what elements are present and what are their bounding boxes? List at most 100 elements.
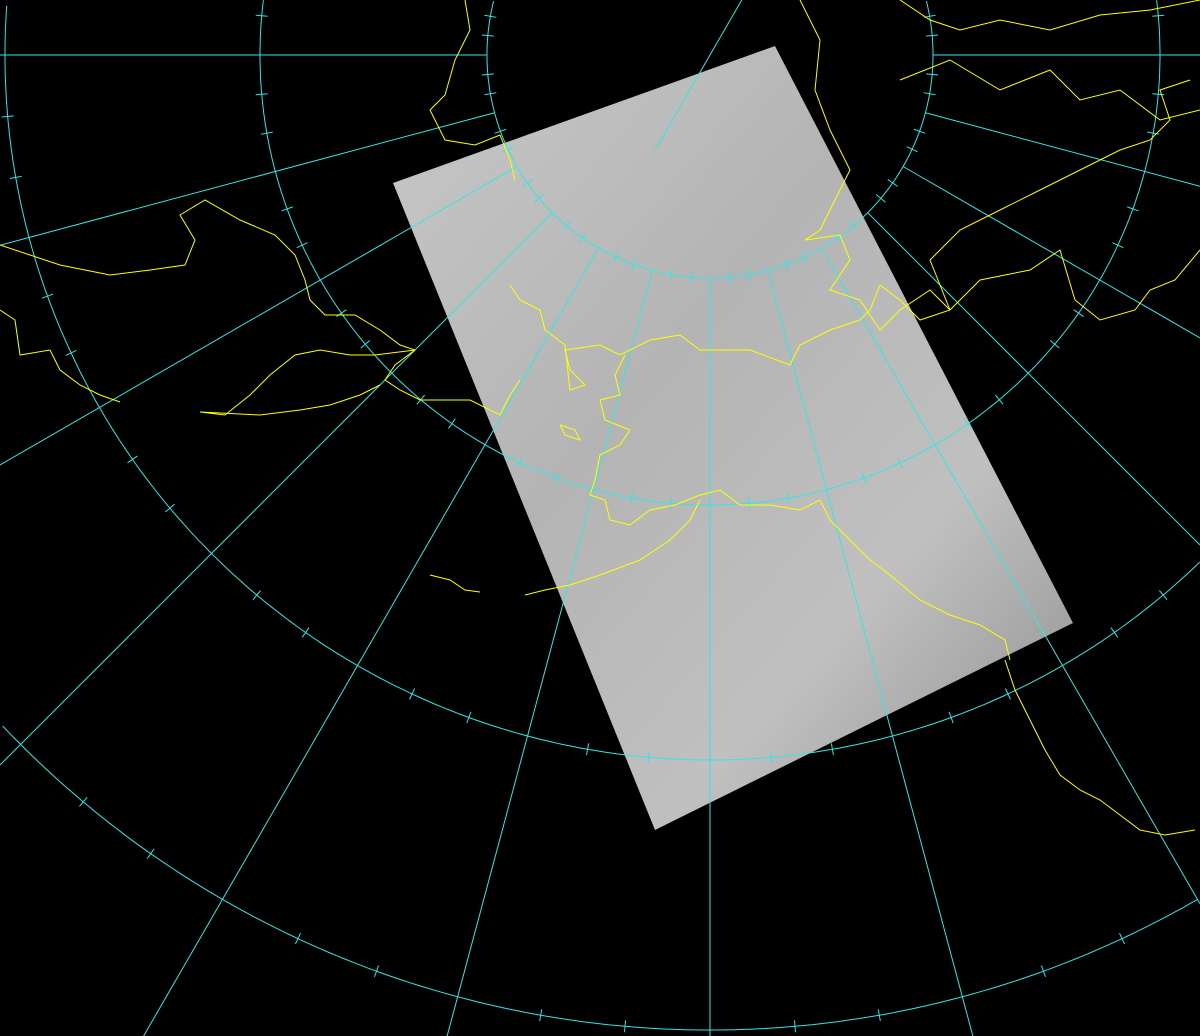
graticule-tick [41,293,54,299]
graticule-tick [294,933,301,945]
graticule-tick [374,965,380,978]
graticule-tick [466,711,472,724]
graticule-tick [146,848,155,859]
coastline-greenland-fragment [899,0,1200,31]
graticule-tick [1127,206,1139,212]
graticule-tick [534,194,545,203]
graticule-tick [502,146,514,153]
graticule-tick [252,590,262,600]
meridian-line [767,270,974,1036]
graticule-tick [1,115,14,118]
meridian-line [821,247,1200,904]
coastline-siberia [0,199,521,416]
graticule-tick [834,232,842,243]
graticule-tick [360,340,371,349]
coastline-canada-mainland [879,249,1200,321]
meridian-line [0,166,518,466]
graticule-tick [624,1020,627,1033]
coastline-chukotka [199,349,416,416]
graticule-tick [897,457,904,469]
graticule-tick [553,472,559,484]
meridian-line [867,212,1200,546]
graticule-tick [964,418,972,429]
graticule-tick [1152,93,1165,96]
graticule-tick [647,751,650,764]
coastline-kamchatka [0,309,121,403]
graticule-tick [669,497,672,510]
graticule-tick [801,251,808,263]
coastline-alaska-peninsula [524,499,701,596]
graticule-tick [578,232,586,243]
coastline-alaska-west [589,354,1011,661]
graticule-tick [1112,242,1124,249]
coastline-st-lawrence [559,424,581,441]
graticule-tick [612,251,619,263]
latitude-circle [710,0,934,279]
coastline-siberia-north [429,0,516,181]
latitude-circle [259,0,710,506]
graticule-tick [786,492,790,505]
meridian-line [902,166,1200,339]
graticule-tick [906,146,918,153]
graticule-tick [127,455,138,464]
coastline-alaska-north [509,284,881,391]
graticule-tick [301,627,310,638]
meridian-line-polar [654,0,743,151]
latitude-circle [710,561,1200,761]
graticule-tick [926,73,939,76]
graticule-tick [448,418,456,429]
graticule-tick [539,1009,543,1022]
coastline-islands [899,59,1200,121]
graticule-tick [783,258,789,271]
graticule-tick [255,14,268,17]
graticule-tick [260,131,273,135]
graticule-tick [1158,590,1168,600]
coastline-aleutians [429,574,481,593]
graticule-tick [926,34,939,37]
meridian-line [143,247,599,1036]
graticule-tick [669,268,673,281]
graticule-tick [1147,131,1160,135]
latitude-circle [486,0,710,279]
graticule-tick [689,271,692,284]
graticule-tick [562,220,571,231]
graticule-tick [948,711,954,724]
graticule-tick [481,34,494,37]
meridian-line [925,112,1200,187]
graticule-tick [1110,627,1119,638]
latitude-circle [710,0,1161,506]
graticule-tick [296,242,308,249]
graticule-tick [875,194,886,203]
graticule-tick [1152,14,1165,17]
graticule-tick [1040,965,1046,978]
meridian-line [0,212,553,766]
graticule-tick [165,503,175,513]
graticule-tick [849,220,858,231]
graticule-tick [923,92,936,96]
graticule-tick [522,179,533,187]
satellite-image [393,46,1073,830]
graticule-tick [9,175,22,179]
graticule-tick [409,688,416,700]
meridian-line [0,112,495,246]
meridian-line [446,270,653,1036]
graticule-tick [887,179,898,187]
graticule-tick [1073,309,1084,317]
latitude-circle [2,725,710,1031]
graticule-tick [1004,688,1011,700]
coastline-british-columbia [1004,659,1196,836]
graticule-tick [631,258,637,271]
graticule-tick [995,394,1004,405]
graticule-tick [1049,340,1060,349]
graticule-tick [877,1009,881,1022]
graticule-tick [255,93,268,96]
graticule-tick [728,271,731,284]
graticule-tick [1119,933,1126,945]
graticule-tick [494,128,507,134]
graticule-tick [484,14,497,18]
graticule-tick [481,73,494,76]
graticule-tick [770,751,773,764]
graticule-tick [913,128,926,134]
